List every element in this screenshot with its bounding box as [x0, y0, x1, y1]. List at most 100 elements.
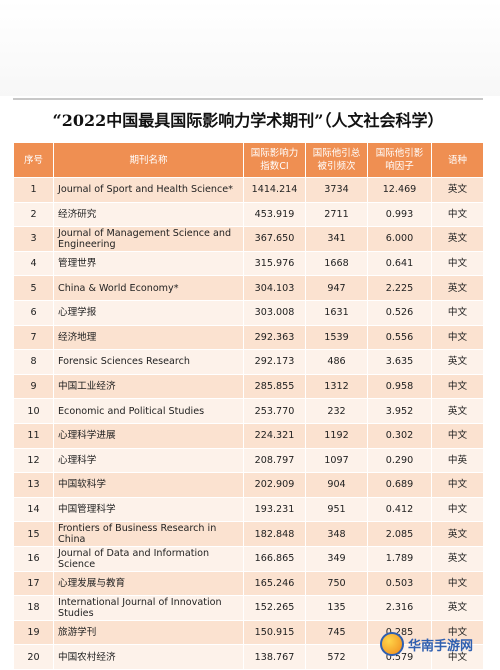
ci-value: 367.650: [243, 226, 306, 252]
table-row: 9 中国工业经济 285.855 1312 0.958 中文: [13, 373, 484, 400]
ci-value: 253.770: [243, 398, 306, 424]
language-value: 英文: [431, 595, 484, 621]
header-journal-name: 期刊名称: [53, 142, 244, 178]
table-row: 8 Forensic Sciences Research 292.173 486 3.6…: [13, 349, 484, 375]
journal-name: 经济地理: [53, 324, 244, 351]
journal-name: 心理科学: [53, 447, 244, 474]
language-value: 英文: [431, 545, 484, 572]
citations-value: 951: [305, 496, 368, 523]
journal-name: Frontiers of Business Research in China: [53, 521, 244, 547]
impact-factor-value: 2.085: [367, 521, 432, 547]
row-index: 18: [13, 595, 54, 621]
ci-value: 202.909: [243, 472, 306, 498]
ci-value: 182.848: [243, 521, 306, 547]
impact-factor-value: 0.641: [367, 250, 432, 277]
journal-name: Journal of Management Science and Engine…: [53, 226, 244, 252]
row-index: 2: [13, 201, 54, 228]
ci-value: 166.865: [243, 545, 306, 572]
impact-factor-value: 0.689: [367, 472, 432, 498]
impact-factor-value: 3.952: [367, 398, 432, 424]
citations-value: 1539: [305, 324, 368, 351]
table-row: 17 心理发展与教育 165.246 750 0.503 中文: [13, 570, 484, 597]
table-row: 12 心理科学 208.797 1097 0.290 中英: [13, 447, 484, 474]
header-citations: 国际他引总 被引频次: [305, 142, 368, 178]
watermark-text: 华南手游网: [408, 638, 474, 654]
row-index: 9: [13, 373, 54, 400]
journal-name: 心理学报: [53, 299, 244, 326]
citations-value: 1097: [305, 447, 368, 474]
impact-factor-value: 0.526: [367, 299, 432, 326]
journal-name: International Journal of Innovation Stud…: [53, 595, 244, 621]
impact-factor-value: 1.789: [367, 545, 432, 572]
language-value: 中文: [431, 619, 484, 646]
ci-value: 303.008: [243, 299, 306, 326]
journal-name: 中国管理科学: [53, 496, 244, 523]
citations-value: 1312: [305, 373, 368, 400]
citations-value: 3734: [305, 177, 368, 203]
impact-factor-value: 0.556: [367, 324, 432, 351]
impact-factor-value: 0.503: [367, 570, 432, 597]
row-index: 14: [13, 496, 54, 523]
citations-value: 947: [305, 275, 368, 301]
table-row: 4 管理世界 315.976 1668 0.641 中文: [13, 250, 484, 277]
journal-name: 心理发展与教育: [53, 570, 244, 597]
citations-value: 341: [305, 226, 368, 252]
ci-value: 1414.214: [243, 177, 306, 203]
journal-name: 心理科学进展: [53, 422, 244, 449]
header-ci: 国际影响力 指数CI: [243, 142, 306, 178]
header-impact-factor: 国际他引影 响因子: [367, 142, 432, 178]
table-row: 6 心理学报 303.008 1631 0.526 中文: [13, 299, 484, 326]
language-value: 中文: [431, 250, 484, 277]
table-row: 11 心理科学进展 224.321 1192 0.302 中文: [13, 422, 484, 449]
table-row: 7 经济地理 292.363 1539 0.556 中文: [13, 324, 484, 351]
table-row: 5 China & World Economy* 304.103 947 2.225 英文: [13, 275, 484, 301]
ci-value: 304.103: [243, 275, 306, 301]
citations-value: 486: [305, 349, 368, 375]
citations-value: 349: [305, 545, 368, 572]
table-row: 13 中国软科学 202.909 904 0.689 中文: [13, 472, 484, 498]
journal-name: Journal of Sport and Health Science*: [53, 177, 244, 203]
page-title: “2022中国最具国际影响力学术期刊”（人文社会科学）: [52, 111, 444, 130]
ci-value: 224.321: [243, 422, 306, 449]
impact-factor-value: 6.000: [367, 226, 432, 252]
language-value: 中文: [431, 299, 484, 326]
language-value: 英文: [431, 521, 484, 547]
language-value: 中文: [431, 201, 484, 228]
row-index: 10: [13, 398, 54, 424]
language-value: 中文: [431, 422, 484, 449]
table-body: 1 Journal of Sport and Health Science* 141…: [13, 177, 484, 670]
journal-name: 中国软科学: [53, 472, 244, 498]
header-index: 序号: [13, 142, 54, 178]
header-citations-line2: 被引频次: [317, 161, 356, 172]
ci-value: 165.246: [243, 570, 306, 597]
top-background: [0, 0, 500, 96]
journal-ranking-document: “2022中国最具国际影响力学术期刊”（人文社会科学） 序号 期刊名称 国际影响…: [13, 98, 484, 670]
table-row: 3 Journal of Management Science and Engin…: [13, 226, 484, 252]
header-ci-line2: 指数CI: [260, 161, 289, 172]
watermark: 华南手游网: [380, 632, 473, 656]
language-value: 英文: [431, 226, 484, 252]
language-value: 英文: [431, 398, 484, 424]
journal-name: 管理世界: [53, 250, 244, 277]
ci-value: 315.976: [243, 250, 306, 277]
table-row: 18 International Journal of Innovation St…: [13, 595, 484, 621]
ci-value: 292.363: [243, 324, 306, 351]
watermark-logo-icon: [380, 632, 404, 656]
table-row: 1 Journal of Sport and Health Science* 141…: [13, 177, 484, 203]
impact-factor-value: 0.290: [367, 447, 432, 474]
citations-value: 1668: [305, 250, 368, 277]
citations-value: 348: [305, 521, 368, 547]
ci-value: 193.231: [243, 496, 306, 523]
citations-value: 750: [305, 570, 368, 597]
journal-name: Economic and Political Studies: [53, 398, 244, 424]
journal-name: Journal of Data and Information Science: [53, 545, 244, 572]
impact-factor-value: 2.316: [367, 595, 432, 621]
citations-value: 1631: [305, 299, 368, 326]
table-row: 20 中国农村经济 138.767 572 0.579 中文: [13, 644, 484, 670]
language-value: 中文: [431, 373, 484, 400]
citations-value: 904: [305, 472, 368, 498]
row-index: 16: [13, 545, 54, 572]
table-row: 14 中国管理科学 193.231 951 0.412 中文: [13, 496, 484, 523]
row-index: 11: [13, 422, 54, 449]
ci-value: 285.855: [243, 373, 306, 400]
